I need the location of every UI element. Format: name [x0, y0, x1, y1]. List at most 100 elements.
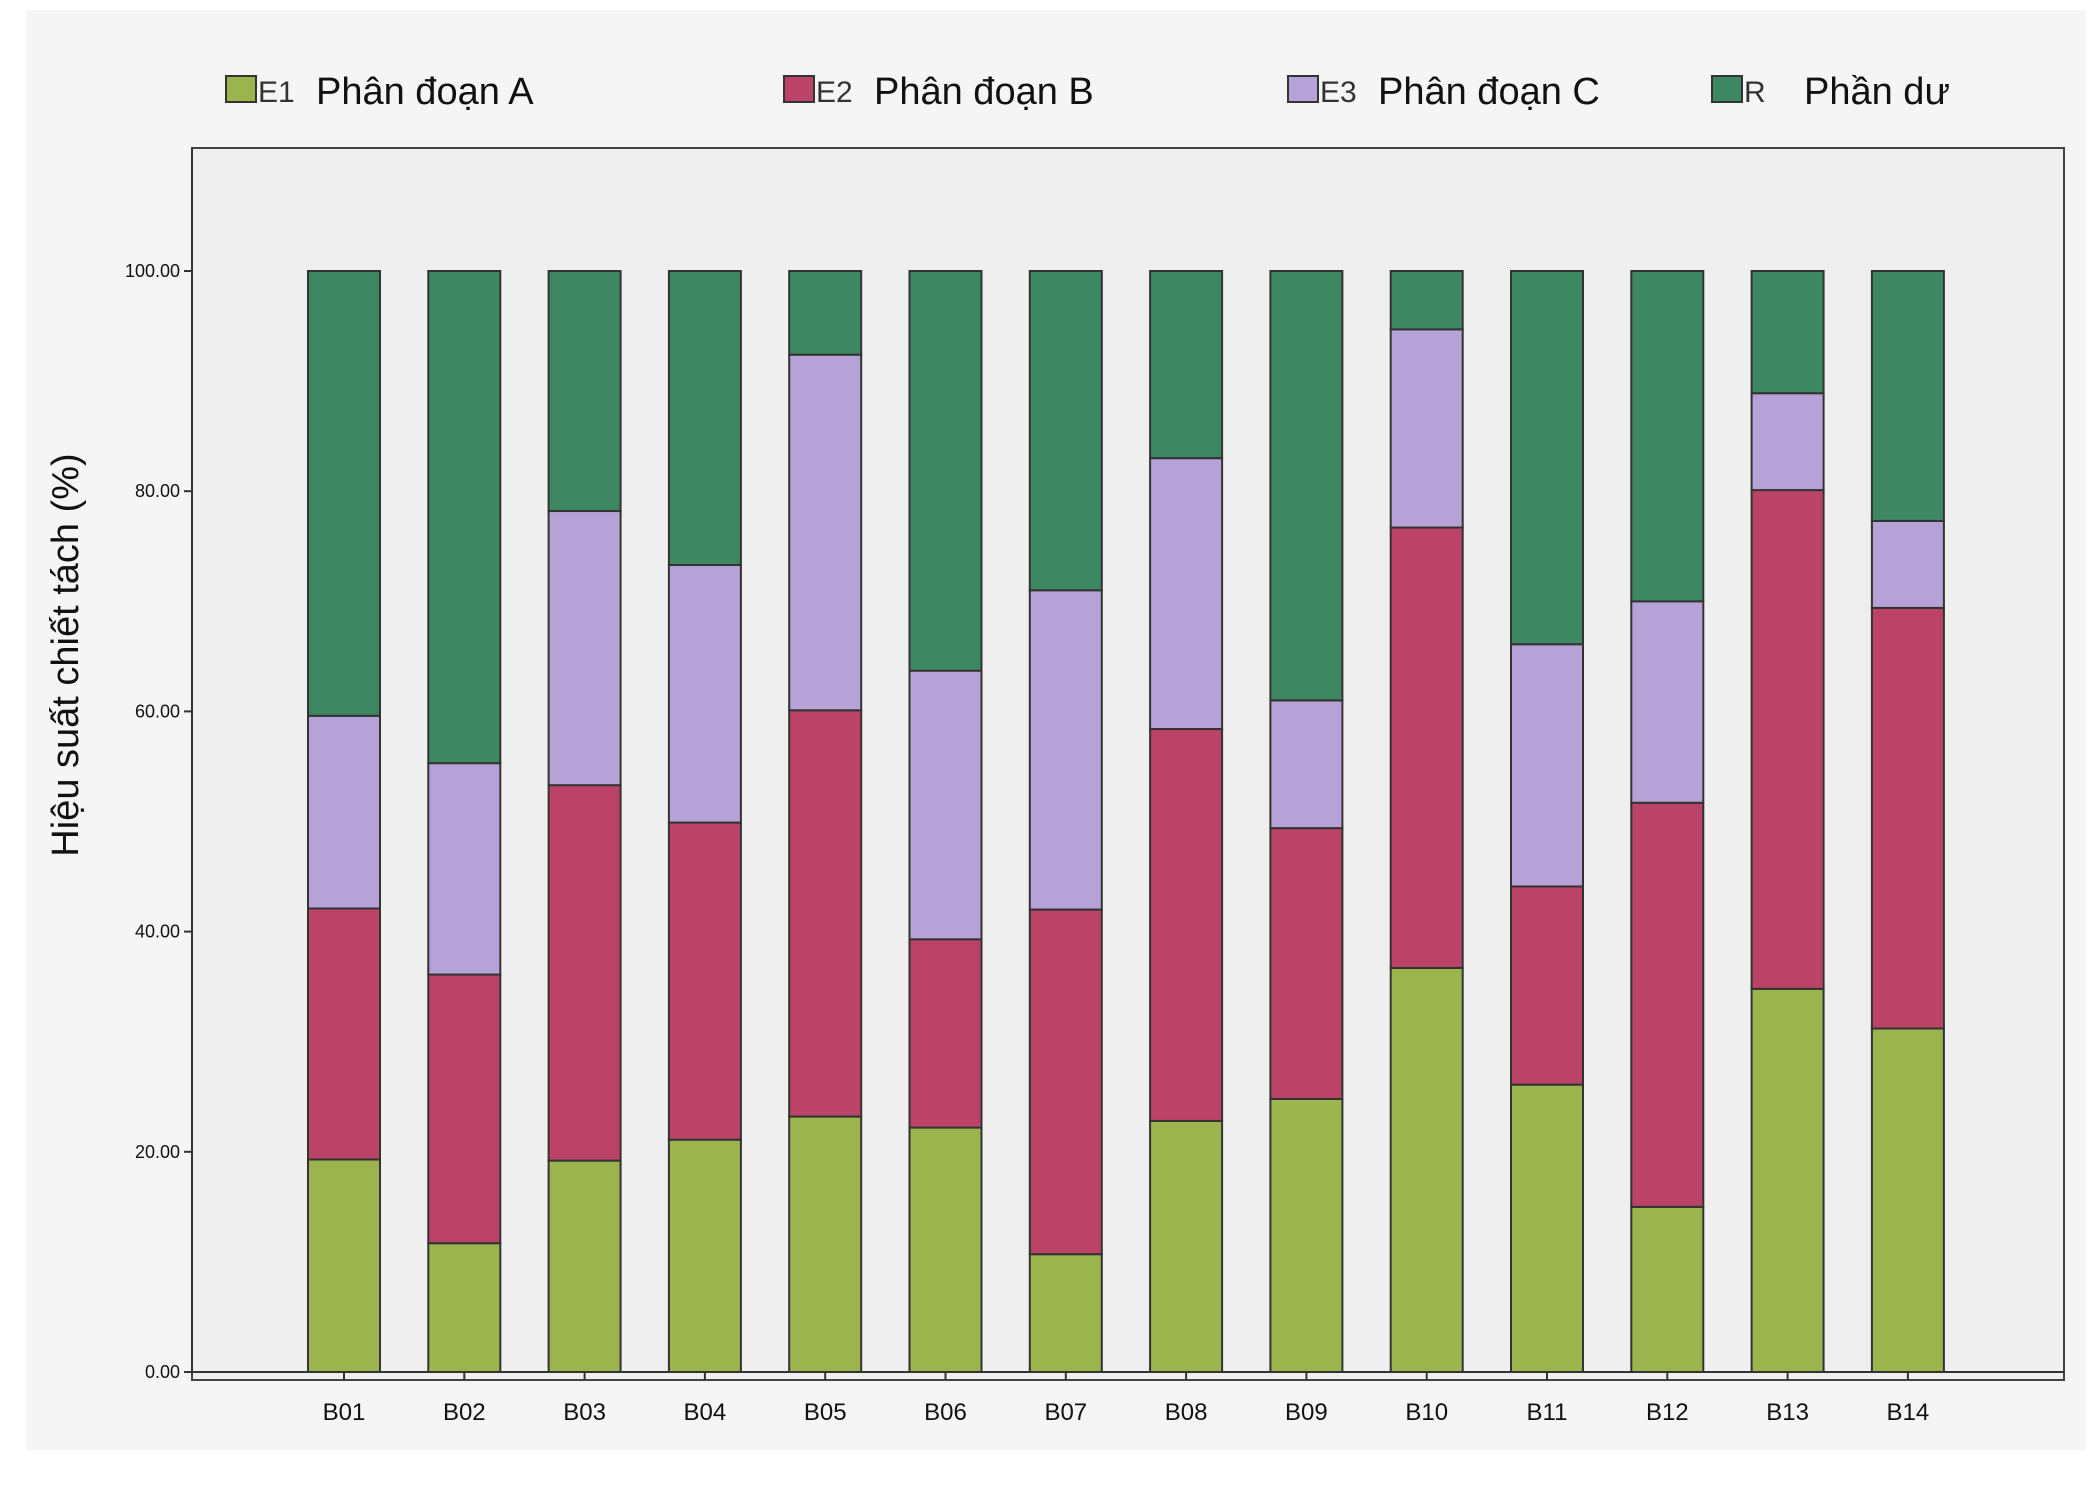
bar-segment-e1-b08	[1149, 1119, 1224, 1374]
bar-stack-b07	[1028, 270, 1103, 1373]
bars	[307, 270, 1945, 1374]
y-tick-label: 60.00	[135, 701, 180, 721]
legend-swatch	[1711, 75, 1743, 103]
x-tick-label: B13	[1766, 1399, 1809, 1426]
bar-segment-e2-b05	[788, 709, 863, 1118]
legend-item-e2: E2 Phân đoạn B	[783, 71, 1094, 113]
legend-code: E3	[1320, 76, 1357, 109]
x-tick-label: B14	[1887, 1399, 1930, 1426]
bar-segment-e3-b10	[1389, 328, 1464, 529]
bar-segment-r-b10	[1389, 270, 1464, 331]
bar-segment-r-b08	[1149, 270, 1224, 460]
bar-segment-e3-b11	[1510, 643, 1584, 888]
legend-swatch	[225, 75, 257, 103]
x-tick-label: B10	[1405, 1399, 1448, 1426]
bar-segment-e3-b02	[427, 762, 502, 976]
bar-segment-e3-b07	[1028, 589, 1103, 911]
y-tick-label: 0.00	[145, 1362, 180, 1382]
bar-segment-e1-b07	[1028, 1253, 1103, 1373]
bar-segment-e1-b03	[547, 1159, 622, 1374]
bar-segment-e3-b05	[788, 353, 863, 712]
x-tick-label: B08	[1165, 1399, 1208, 1426]
x-axis: B01 B02 B03 B04 B05 B06 B07 B08 B09 B10 B11 B12 B13 B…	[191, 148, 2064, 1426]
bar-stack-b06	[908, 270, 983, 1373]
bar-stack-b04	[667, 270, 742, 1373]
legend-item-e1: E1 Phân đoạn A	[225, 71, 534, 113]
bar-segment-r-b09	[1269, 270, 1344, 702]
bar-segment-r-b05	[788, 270, 863, 356]
bar-segment-e2-b06	[908, 938, 983, 1129]
x-tick-label: B02	[443, 1399, 486, 1426]
bar-segment-e1-b11	[1510, 1083, 1584, 1374]
bar-segment-e3-b13	[1750, 392, 1825, 492]
bar-segment-e1-b02	[427, 1242, 502, 1373]
bar-segment-e3-b06	[908, 669, 983, 941]
bar-segment-e1-b10	[1389, 966, 1464, 1373]
bar-segment-r-b04	[667, 270, 742, 566]
bar-stack-b14	[1870, 270, 1945, 1374]
bar-stack-b05	[788, 270, 863, 1373]
y-tick-label: 80.00	[135, 481, 180, 501]
x-tick-label: B09	[1285, 1399, 1328, 1426]
bar-segment-e2-b02	[427, 973, 502, 1245]
bar-segment-r-b12	[1630, 270, 1705, 603]
bar-stack-b09	[1269, 270, 1344, 1374]
bar-stack-b12	[1630, 270, 1705, 1373]
bar-segment-e1-b06	[908, 1126, 983, 1373]
y-tick-label: 40.00	[135, 922, 180, 942]
bar-stack-b10	[1389, 270, 1464, 1373]
bar-stack-b03	[547, 270, 622, 1374]
bar-segment-e2-b04	[667, 821, 742, 1141]
bar-segment-e2-b09	[1269, 827, 1344, 1100]
legend-swatch	[783, 75, 815, 103]
bar-segment-e1-b05	[788, 1115, 863, 1373]
y-axis: 0.00 20.00 40.00 60.00 80.00 100.00	[125, 261, 192, 1382]
bar-segment-e3-b03	[547, 510, 622, 787]
bar-segment-r-b11	[1510, 270, 1584, 646]
legend-label: Phân đoạn C	[1378, 71, 1600, 113]
x-tick-label: B01	[323, 1399, 366, 1426]
bar-segment-e2-b07	[1028, 908, 1103, 1256]
bar-segment-e2-b12	[1630, 801, 1705, 1208]
bar-segment-r-b13	[1750, 270, 1825, 395]
bar-segment-e1-b09	[1269, 1097, 1344, 1374]
legend-item-r: R Phần dư	[1711, 71, 1950, 113]
bar-stack-b13	[1750, 270, 1825, 1373]
bar-segment-e3-b12	[1630, 600, 1705, 804]
bar-segment-r-b03	[547, 270, 622, 513]
legend-code: E2	[816, 76, 853, 109]
bar-segment-e2-b08	[1149, 728, 1224, 1122]
x-tick-label: B03	[563, 1399, 606, 1426]
bar-segment-e1-b01	[307, 1158, 381, 1373]
legend-code: E1	[258, 76, 295, 109]
y-tick-label: 20.00	[135, 1142, 180, 1162]
bar-stack-b01	[307, 270, 381, 1373]
bar-segment-e3-b01	[307, 714, 381, 910]
bar-segment-e3-b08	[1149, 457, 1224, 731]
bar-segment-e3-b04	[667, 563, 742, 824]
bar-segment-e1-b04	[667, 1138, 742, 1373]
x-tick-label: B12	[1646, 1399, 1689, 1426]
legend-label: Phần dư	[1804, 71, 1950, 113]
bar-stack-b08	[1149, 270, 1224, 1374]
bar-segment-e1-b14	[1870, 1027, 1945, 1374]
bar-segment-e1-b13	[1750, 987, 1825, 1373]
bar-segment-r-b01	[307, 270, 381, 717]
bar-segment-e3-b09	[1269, 699, 1344, 830]
bar-stack-b11	[1510, 270, 1584, 1374]
y-tick-label: 100.00	[125, 261, 180, 281]
bar-segment-e1-b12	[1630, 1205, 1705, 1373]
x-tick-label: B04	[684, 1399, 727, 1426]
x-tick-label: B06	[924, 1399, 967, 1426]
bar-segment-e2-b14	[1870, 606, 1945, 1030]
bar-stack-b02	[427, 270, 502, 1373]
bar-segment-e2-b01	[307, 907, 381, 1161]
x-tick-label: B05	[804, 1399, 847, 1426]
bar-segment-e3-b14	[1870, 519, 1945, 609]
bar-segment-r-b07	[1028, 270, 1103, 592]
bar-segment-e2-b11	[1510, 885, 1584, 1086]
legend-swatch	[1287, 75, 1319, 103]
legend-item-e3: E3 Phân đoạn C	[1287, 71, 1600, 113]
